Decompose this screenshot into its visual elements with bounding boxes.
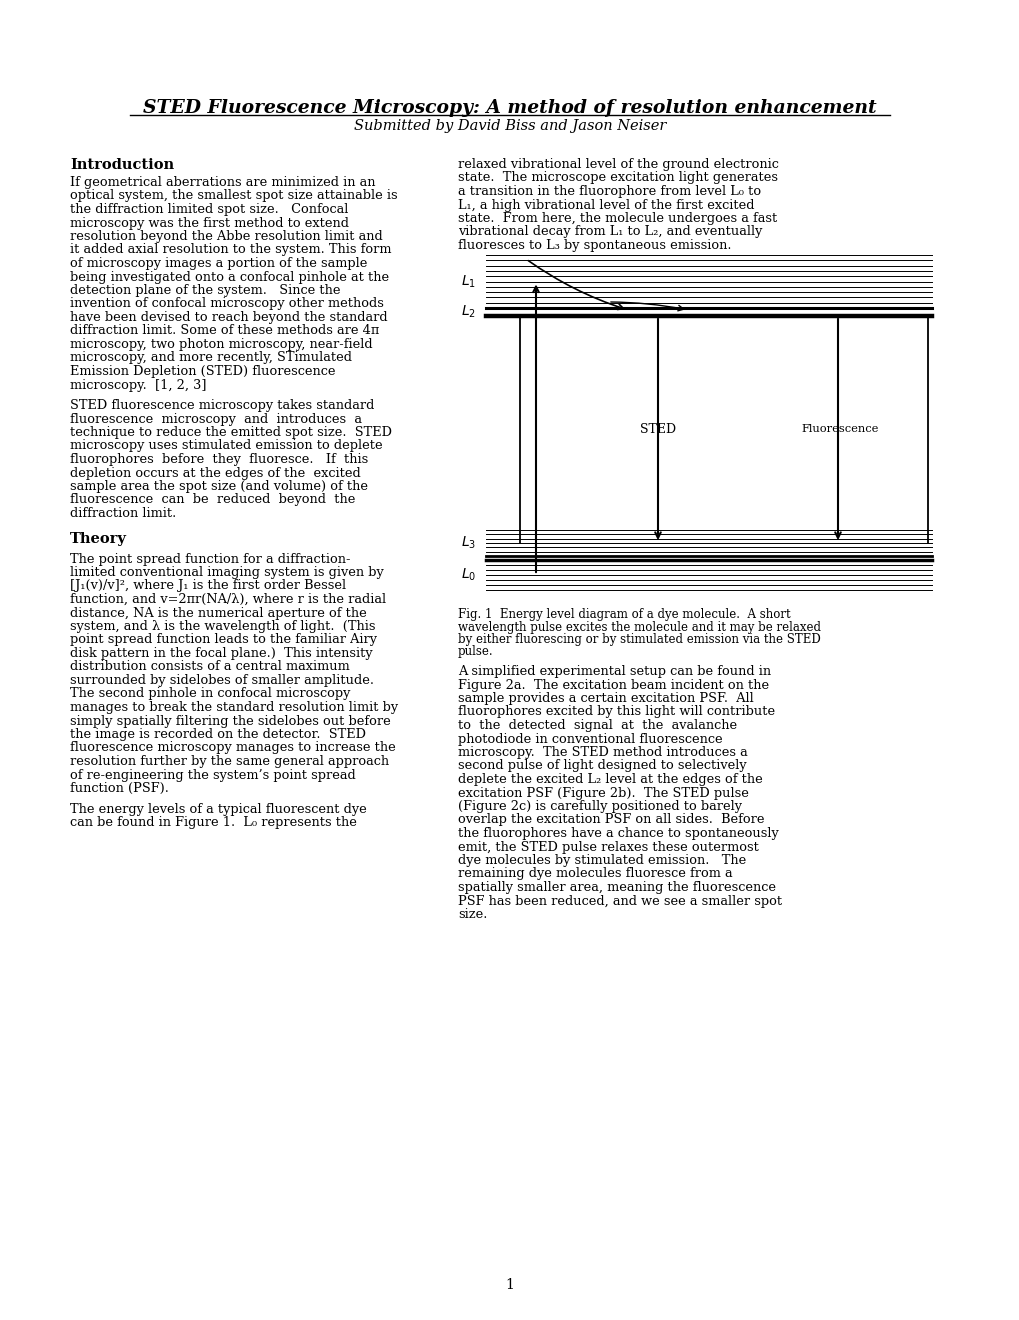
Text: microscopy uses stimulated emission to deplete: microscopy uses stimulated emission to d… (70, 440, 382, 453)
Text: Emission Depletion (STED) fluorescence: Emission Depletion (STED) fluorescence (70, 366, 335, 378)
Text: microscopy, and more recently, STimulated: microscopy, and more recently, STimulate… (70, 351, 352, 364)
Text: $L_3$: $L_3$ (461, 535, 476, 552)
Text: function, and v=2πr(NA/λ), where r is the radial: function, and v=2πr(NA/λ), where r is th… (70, 593, 386, 606)
Text: second pulse of light designed to selectively: second pulse of light designed to select… (458, 759, 746, 772)
Text: can be found in Figure 1.  L₀ represents the: can be found in Figure 1. L₀ represents … (70, 816, 357, 829)
Text: of re-engineering the system’s point spread: of re-engineering the system’s point spr… (70, 768, 356, 781)
Text: fluorescence  microscopy  and  introduces  a: fluorescence microscopy and introduces a (70, 412, 362, 425)
Text: it added axial resolution to the system. This form: it added axial resolution to the system.… (70, 243, 391, 256)
Text: Fig. 1  Energy level diagram of a dye molecule.  A short: Fig. 1 Energy level diagram of a dye mol… (458, 609, 790, 620)
Text: Fluorescence: Fluorescence (801, 425, 877, 434)
Text: vibrational decay from L₁ to L₂, and eventually: vibrational decay from L₁ to L₂, and eve… (458, 226, 761, 239)
Text: The energy levels of a typical fluorescent dye: The energy levels of a typical fluoresce… (70, 803, 367, 816)
Text: state.  From here, the molecule undergoes a fast: state. From here, the molecule undergoes… (458, 213, 776, 224)
Text: simply spatially filtering the sidelobes out before: simply spatially filtering the sidelobes… (70, 714, 390, 727)
Text: by either fluorescing or by stimulated emission via the STED: by either fluorescing or by stimulated e… (458, 634, 820, 645)
Text: wavelength pulse excites the molecule and it may be relaxed: wavelength pulse excites the molecule an… (458, 620, 820, 634)
Text: point spread function leads to the familiar Airy: point spread function leads to the famil… (70, 634, 377, 647)
Text: A simplified experimental setup can be found in: A simplified experimental setup can be f… (458, 665, 770, 678)
Text: relaxed vibrational level of the ground electronic: relaxed vibrational level of the ground … (458, 158, 779, 172)
Text: the diffraction limited spot size.   Confocal: the diffraction limited spot size. Confo… (70, 203, 348, 216)
Text: the fluorophores have a chance to spontaneously: the fluorophores have a chance to sponta… (458, 828, 777, 840)
Text: fluorophores  before  they  fluoresce.   If  this: fluorophores before they fluoresce. If t… (70, 453, 368, 466)
Text: state.  The microscope excitation light generates: state. The microscope excitation light g… (458, 172, 777, 185)
Text: invention of confocal microscopy other methods: invention of confocal microscopy other m… (70, 297, 383, 310)
Text: STED Fluorescence Microscopy: A method of resolution enhancement: STED Fluorescence Microscopy: A method o… (143, 99, 876, 117)
Text: a transition in the fluorophore from level L₀ to: a transition in the fluorophore from lev… (458, 185, 760, 198)
Text: $L_1$: $L_1$ (461, 273, 476, 289)
Text: sample area the spot size (and volume) of the: sample area the spot size (and volume) o… (70, 480, 368, 492)
Text: detection plane of the system.   Since the: detection plane of the system. Since the (70, 284, 340, 297)
Text: STED fluorescence microscopy takes standard: STED fluorescence microscopy takes stand… (70, 399, 374, 412)
Text: limited conventional imaging system is given by: limited conventional imaging system is g… (70, 566, 383, 579)
Text: fluorophores excited by this light will contribute: fluorophores excited by this light will … (458, 705, 774, 718)
Text: microscopy.  The STED method introduces a: microscopy. The STED method introduces a (458, 746, 747, 759)
Text: diffraction limit.: diffraction limit. (70, 507, 176, 520)
Text: microscopy was the first method to extend: microscopy was the first method to exten… (70, 216, 348, 230)
Text: If geometrical aberrations are minimized in an: If geometrical aberrations are minimized… (70, 176, 375, 189)
Text: pulse.: pulse. (458, 645, 493, 659)
Text: L₁, a high vibrational level of the first excited: L₁, a high vibrational level of the firs… (458, 198, 754, 211)
Text: system, and λ is the wavelength of light.  (This: system, and λ is the wavelength of light… (70, 620, 375, 634)
Text: fluoresces to L₃ by spontaneous emission.: fluoresces to L₃ by spontaneous emission… (458, 239, 731, 252)
Text: photodiode in conventional fluorescence: photodiode in conventional fluorescence (458, 733, 721, 746)
Text: PSF has been reduced, and we see a smaller spot: PSF has been reduced, and we see a small… (458, 895, 782, 908)
Text: overlap the excitation PSF on all sides.  Before: overlap the excitation PSF on all sides.… (458, 813, 764, 826)
Text: Theory: Theory (70, 532, 126, 546)
Text: being investigated onto a confocal pinhole at the: being investigated onto a confocal pinho… (70, 271, 388, 284)
Text: [J₁(v)/v]², where J₁ is the first order Bessel: [J₁(v)/v]², where J₁ is the first order … (70, 579, 345, 593)
Text: disk pattern in the focal plane.)  This intensity: disk pattern in the focal plane.) This i… (70, 647, 372, 660)
Text: 1: 1 (505, 1278, 514, 1292)
Text: Introduction: Introduction (70, 158, 174, 172)
Text: sample provides a certain excitation PSF.  All: sample provides a certain excitation PSF… (458, 692, 753, 705)
Text: depletion occurs at the edges of the  excited: depletion occurs at the edges of the exc… (70, 466, 361, 479)
Text: microscopy.  [1, 2, 3]: microscopy. [1, 2, 3] (70, 379, 206, 392)
Text: Figure 2a.  The excitation beam incident on the: Figure 2a. The excitation beam incident … (458, 678, 768, 692)
Text: distribution consists of a central maximum: distribution consists of a central maxim… (70, 660, 350, 673)
Text: distance, NA is the numerical aperture of the: distance, NA is the numerical aperture o… (70, 606, 367, 619)
Text: deplete the excited L₂ level at the edges of the: deplete the excited L₂ level at the edge… (458, 774, 762, 785)
Text: (Figure 2c) is carefully positioned to barely: (Figure 2c) is carefully positioned to b… (458, 800, 741, 813)
Text: emit, the STED pulse relaxes these outermost: emit, the STED pulse relaxes these outer… (458, 841, 758, 854)
Text: of microscopy images a portion of the sample: of microscopy images a portion of the sa… (70, 257, 367, 271)
Text: $L_0$: $L_0$ (461, 566, 476, 583)
Text: function (PSF).: function (PSF). (70, 781, 169, 795)
Text: diffraction limit. Some of these methods are 4π: diffraction limit. Some of these methods… (70, 325, 379, 338)
Text: the image is recorded on the detector.  STED: the image is recorded on the detector. S… (70, 729, 366, 741)
Text: size.: size. (458, 908, 487, 921)
Text: resolution beyond the Abbe resolution limit and: resolution beyond the Abbe resolution li… (70, 230, 382, 243)
Text: STED: STED (639, 422, 676, 436)
Text: optical system, the smallest spot size attainable is: optical system, the smallest spot size a… (70, 190, 397, 202)
Text: spatially smaller area, meaning the fluorescence: spatially smaller area, meaning the fluo… (458, 880, 775, 894)
Text: have been devised to reach beyond the standard: have been devised to reach beyond the st… (70, 312, 387, 323)
Text: microscopy, two photon microscopy, near-field: microscopy, two photon microscopy, near-… (70, 338, 372, 351)
Text: manages to break the standard resolution limit by: manages to break the standard resolution… (70, 701, 397, 714)
Text: surrounded by sidelobes of smaller amplitude.: surrounded by sidelobes of smaller ampli… (70, 675, 374, 686)
Text: Submitted by David Biss and Jason Neiser: Submitted by David Biss and Jason Neiser (354, 119, 665, 133)
Text: fluorescence  can  be  reduced  beyond  the: fluorescence can be reduced beyond the (70, 494, 355, 507)
Text: excitation PSF (Figure 2b).  The STED pulse: excitation PSF (Figure 2b). The STED pul… (458, 787, 748, 800)
Text: dye molecules by stimulated emission.   The: dye molecules by stimulated emission. Th… (458, 854, 746, 867)
Text: technique to reduce the emitted spot size.  STED: technique to reduce the emitted spot siz… (70, 426, 391, 440)
Text: $L_2$: $L_2$ (461, 304, 476, 321)
Text: to  the  detected  signal  at  the  avalanche: to the detected signal at the avalanche (458, 719, 737, 733)
Text: resolution further by the same general approach: resolution further by the same general a… (70, 755, 388, 768)
Text: fluorescence microscopy manages to increase the: fluorescence microscopy manages to incre… (70, 742, 395, 755)
Text: remaining dye molecules fluoresce from a: remaining dye molecules fluoresce from a (458, 867, 732, 880)
Text: The second pinhole in confocal microscopy: The second pinhole in confocal microscop… (70, 688, 351, 701)
Text: The point spread function for a diffraction-: The point spread function for a diffract… (70, 553, 351, 565)
